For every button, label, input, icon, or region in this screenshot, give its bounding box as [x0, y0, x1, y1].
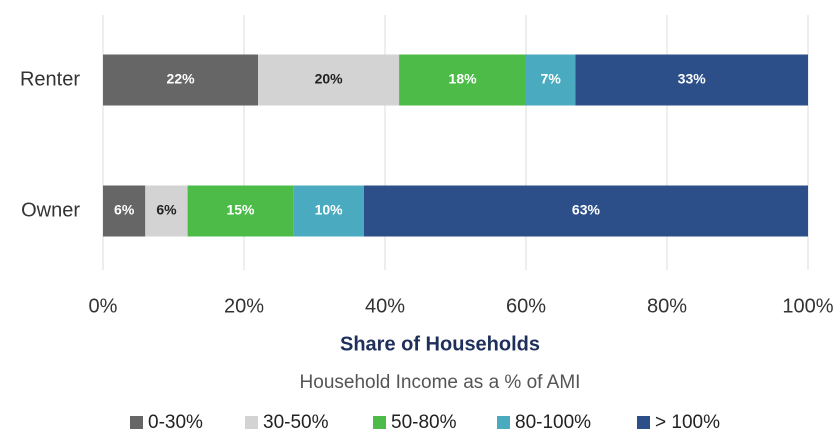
- legend-title: Household Income as a % of AMI: [300, 372, 581, 393]
- x-tick-label: 0%: [89, 295, 118, 317]
- x-tick-label: 40%: [365, 295, 405, 317]
- data-label: 15%: [226, 202, 255, 218]
- bar-segment: [145, 185, 188, 237]
- x-tick-label: 100%: [782, 295, 833, 317]
- x-tick-label: 60%: [506, 295, 546, 317]
- bar-segment: [293, 185, 364, 237]
- legend-label: 50-80%: [391, 412, 457, 433]
- x-axis-title: Share of Households: [340, 333, 540, 355]
- legend-swatch: [637, 416, 650, 429]
- bar-segment: [399, 54, 526, 106]
- bar-segment: [363, 185, 808, 237]
- data-label: 10%: [315, 202, 344, 218]
- bar-segment: [103, 54, 259, 106]
- legend-label: 80-100%: [515, 412, 591, 433]
- legend-swatch: [497, 416, 510, 429]
- bar-segment: [187, 185, 294, 237]
- data-label: 33%: [678, 71, 707, 87]
- legend-label: > 100%: [655, 412, 720, 433]
- legend-label: 30-50%: [263, 412, 329, 433]
- y-tick-label: Renter: [20, 68, 80, 90]
- bar-segment: [526, 54, 576, 106]
- y-tick-label: Owner: [21, 199, 80, 221]
- data-label: 18%: [449, 71, 478, 87]
- bar-segment: [575, 54, 808, 106]
- data-label: 20%: [315, 71, 344, 87]
- bar-segment: [258, 54, 400, 106]
- data-label: 6%: [114, 202, 135, 218]
- data-label: 7%: [541, 71, 562, 87]
- x-tick-label: 20%: [224, 295, 264, 317]
- legend-label: 0-30%: [148, 412, 203, 433]
- data-label: 63%: [572, 202, 601, 218]
- legend-swatch: [130, 416, 143, 429]
- data-label: 22%: [167, 71, 196, 87]
- bar-segment: [103, 185, 146, 237]
- x-tick-label: 80%: [647, 295, 687, 317]
- legend-swatch: [245, 416, 258, 429]
- legend-swatch: [373, 416, 386, 429]
- data-label: 6%: [156, 202, 177, 218]
